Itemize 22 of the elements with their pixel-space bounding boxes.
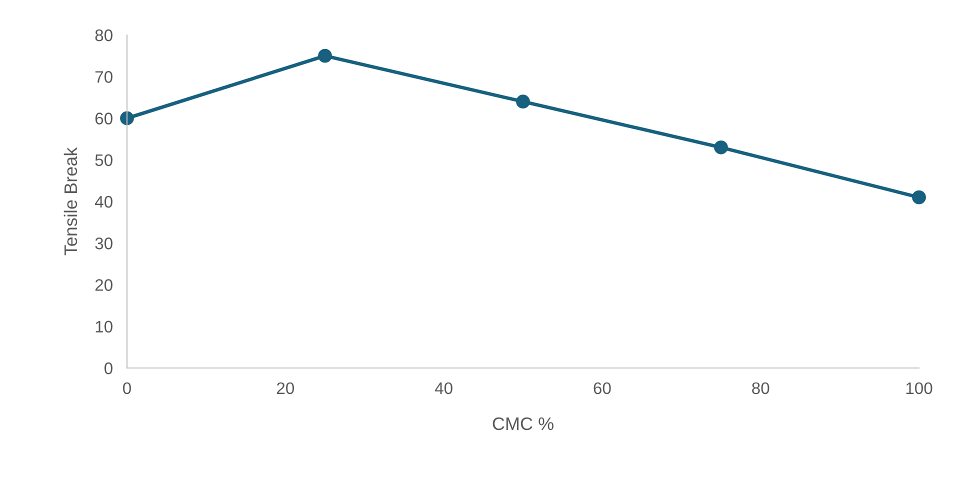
point (912, 190, 926, 204)
x-axis-title: CMC % (492, 417, 554, 430)
y-tick-label: 70 (95, 71, 112, 83)
point (120, 111, 134, 126)
x-tick-label: 0 (123, 382, 131, 394)
x-tick-label: 80 (752, 382, 770, 394)
y-tick-label: 40 (94, 196, 112, 208)
point (318, 48, 332, 63)
x-tick-label: 40 (434, 382, 452, 394)
x-tick-label: 60 (594, 382, 611, 394)
x-tick-label: 20 (276, 382, 294, 394)
x-tick-label: 100 (906, 382, 932, 394)
point (516, 94, 530, 109)
y-tick-label: 0 (104, 362, 112, 374)
y-tick-label: 10 (96, 320, 112, 333)
y-tick-label: 60 (95, 112, 112, 124)
y-tick-label: 30 (95, 238, 112, 250)
y-axis-title: Tensile Break (64, 147, 78, 256)
point (714, 140, 728, 154)
y-tick-label: 80 (95, 29, 112, 42)
y-tick-label: 20 (95, 279, 112, 291)
y-tick-label: 50 (95, 154, 112, 166)
